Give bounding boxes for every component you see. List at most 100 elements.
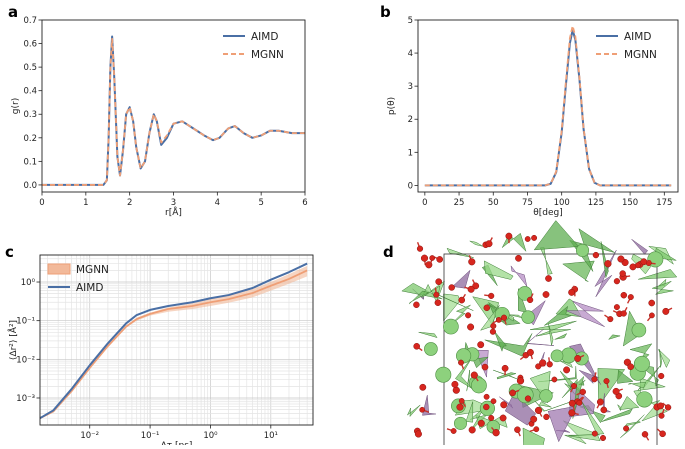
oxygen-atom [600,435,606,441]
x-tick-label: 100 [554,198,570,208]
oxygen-atom [415,431,422,438]
oxygen-atom [623,426,628,431]
oxygen-atom [608,316,614,322]
oxygen-atom [434,292,439,297]
cation-atom [551,350,563,362]
y-axis-label: ⟨Δr²⟩ [Å²] [7,320,19,360]
silicate-polyhedron [467,370,470,391]
oxygen-atom [527,349,533,355]
panel-label-b: b [380,3,391,21]
oxygen-atom [421,255,428,262]
y-tick-label: 10⁰ [21,278,36,288]
y-tick-label: 10⁻³ [16,394,35,404]
cation-atom [576,244,589,257]
x-tick-label: 0 [422,198,427,208]
oxygen-atom [414,343,420,349]
legend-label-aimd: AIMD [251,31,278,43]
oxygen-atom [491,399,496,404]
oxygen-atom [457,404,464,411]
cation-atom [634,356,649,371]
oxygen-atom [545,275,551,281]
oxygen-atom [605,260,612,267]
y-axis-label: g(r) [11,98,21,114]
oxygen-atom [531,235,536,240]
x-tick-label: 10⁻² [80,431,99,441]
x-tick-label: 1 [83,198,88,208]
oxygen-atom [580,389,586,395]
silicate-polyhedron [620,415,644,438]
oxygen-atom [493,429,500,436]
cation-atom [540,390,553,403]
oxygen-atom [534,427,539,432]
y-tick-label: 0.3 [23,110,37,120]
y-tick-label: 10⁻² [16,355,35,365]
x-tick-label: 10⁻¹ [141,431,160,441]
oxygen-atom [592,431,597,436]
oxygen-atom [484,394,489,399]
oxygen-atom [468,286,474,292]
cation-atom [522,311,535,324]
oxygen-atom [628,294,634,300]
oxygen-atom [665,404,671,410]
oxygen-atom [486,240,492,246]
oxygen-atom [660,431,666,437]
x-tick-label: 10⁰ [203,431,218,441]
oxygen-atom [514,427,520,433]
oxygen-atom [642,431,648,437]
oxygen-atom [496,317,501,322]
y-axis-label: p(θ) [387,97,397,115]
y-tick-label: 10⁻¹ [16,317,35,327]
x-tick-label: 25 [454,198,465,208]
oxygen-atom [525,236,530,241]
oxygen-atom [527,297,533,303]
oxygen-atom [452,381,458,387]
legend-swatch-mgnn [48,264,70,274]
oxygen-atom [501,402,508,409]
oxygen-atom [430,255,435,260]
oxygen-atom [658,373,664,379]
cation-atom [517,387,533,403]
panel-label-a: a [8,3,18,21]
oxygen-atom [563,367,569,373]
oxygen-atom [621,311,627,317]
silicate-polyhedron [534,221,578,250]
y-tick-label: 0.2 [23,134,37,144]
legend-label-mgnn: MGNN [624,49,657,61]
oxygen-atom [535,407,542,414]
cation-atom [454,417,466,429]
oxygen-atom [490,329,496,335]
oxygen-atom [467,324,474,331]
oxygen-atom [569,400,575,406]
x-tick-label: 2 [127,198,132,208]
x-tick-label: 50 [488,198,499,208]
legend-label-aimd: AIMD [76,282,103,294]
phosphate-tetrahedron [541,352,544,360]
oxygen-atom [478,420,485,427]
cation-atom [471,378,486,393]
oxygen-atom [510,390,516,396]
x-tick-label: 0 [39,198,44,208]
oxygen-atom [530,416,536,422]
oxygen-atom [614,304,619,309]
plot-frame [418,20,678,192]
oxygen-atom [544,414,550,420]
silicate-polyhedron [540,248,552,275]
oxygen-atom [506,233,512,239]
x-axis-label: Δτ [ps] [161,441,193,445]
oxygen-atom [597,399,603,405]
x-tick-label: 125 [588,198,604,208]
y-tick-label: 0.1 [23,157,37,167]
y-tick-label: 0.4 [23,87,37,97]
oxygen-atom [525,396,531,402]
x-tick-label: 3 [171,198,176,208]
oxygen-atom [417,246,423,252]
silicate-polyhedron [620,396,639,409]
oxygen-atom [569,410,576,417]
oxygen-atom [488,415,494,421]
oxygen-atom [621,292,627,298]
x-tick-label: 75 [522,198,533,208]
